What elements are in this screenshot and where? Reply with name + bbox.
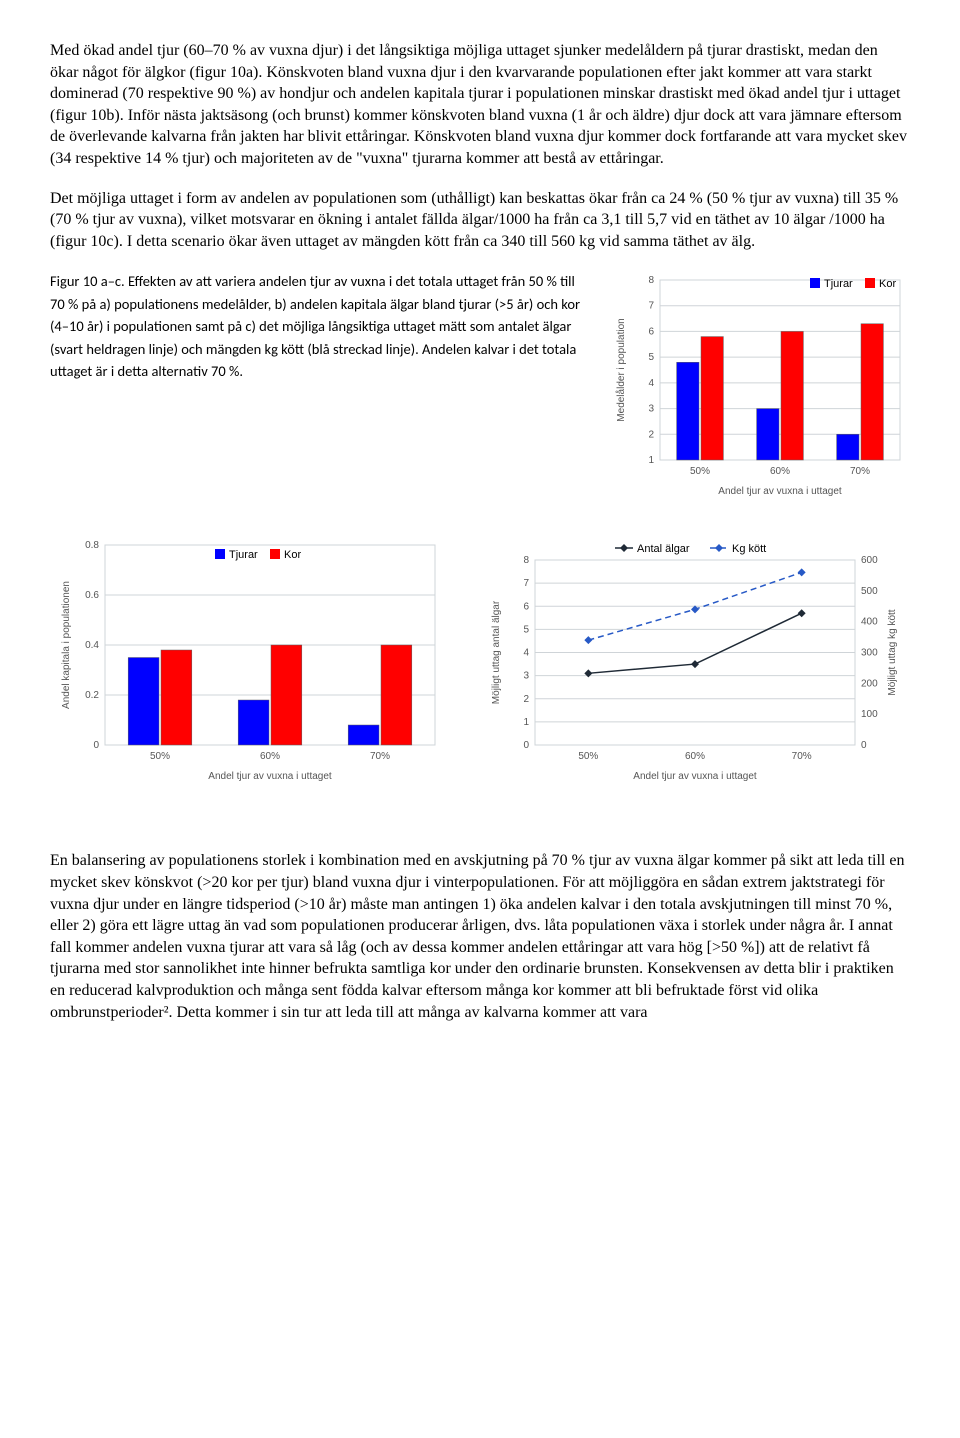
- svg-text:Möjligt uttag antal älgar: Möjligt uttag antal älgar: [491, 600, 502, 704]
- svg-text:70%: 70%: [792, 751, 812, 762]
- chart-b: 0 0.2 0.4 0.6 0.8 50% 60% 70% Andel kapitala i p…: [55, 535, 445, 785]
- svg-text:2: 2: [523, 694, 529, 705]
- svg-text:1: 1: [648, 455, 654, 466]
- svg-text:50%: 50%: [690, 466, 710, 477]
- svg-text:0.6: 0.6: [85, 590, 99, 601]
- svg-text:70%: 70%: [370, 751, 390, 762]
- svg-text:8: 8: [648, 275, 654, 286]
- svg-text:50%: 50%: [150, 751, 170, 762]
- svg-text:70%: 70%: [850, 466, 870, 477]
- svg-text:Andel tjur av vuxna i uttaget: Andel tjur av vuxna i uttaget: [718, 486, 842, 497]
- svg-text:Medelålder i population: Medelålder i population: [615, 319, 627, 422]
- svg-text:60%: 60%: [770, 466, 790, 477]
- chart-b-wrap: 0 0.2 0.4 0.6 0.8 50% 60% 70% Andel kapitala i p…: [55, 535, 445, 790]
- svg-text:Kor: Kor: [284, 549, 301, 561]
- svg-text:6: 6: [648, 327, 654, 338]
- charts-row-bc: 0 0.2 0.4 0.6 0.8 50% 60% 70% Andel kapitala i p…: [50, 535, 910, 790]
- svg-text:Andel tjur av vuxna i uttaget: Andel tjur av vuxna i uttaget: [633, 771, 757, 782]
- svg-text:4: 4: [648, 378, 654, 389]
- svg-text:500: 500: [861, 586, 878, 597]
- svg-text:Antal älgar: Antal älgar: [637, 543, 690, 555]
- chart-c-wrap: 0 1 2 3 4 5 6 7 8 0 100 200 300 400 500 600 50% 60% 70% Möj…: [485, 535, 905, 790]
- svg-text:1: 1: [523, 717, 529, 728]
- svg-text:Tjurar: Tjurar: [229, 549, 258, 561]
- svg-text:2: 2: [648, 430, 654, 441]
- svg-text:5: 5: [523, 625, 529, 636]
- svg-text:0: 0: [523, 740, 529, 751]
- svg-text:7: 7: [648, 301, 654, 312]
- body-paragraph-3: En balansering av populationens storlek …: [50, 850, 910, 1023]
- svg-text:300: 300: [861, 648, 878, 659]
- svg-text:0.4: 0.4: [85, 640, 99, 651]
- svg-text:5: 5: [648, 352, 654, 363]
- chart-a-wrap: 1 2 3 4 5 6 7 8 50% 60% 70% Medelålder i population…: [610, 270, 910, 505]
- svg-text:Möjligt uttag kg kött: Möjligt uttag kg kött: [887, 610, 898, 696]
- svg-text:600: 600: [861, 555, 878, 566]
- svg-text:3: 3: [523, 671, 529, 682]
- svg-text:0: 0: [861, 740, 867, 751]
- svg-text:0: 0: [93, 740, 99, 751]
- svg-text:100: 100: [861, 710, 878, 721]
- svg-text:4: 4: [523, 648, 529, 659]
- svg-text:Kg kött: Kg kött: [732, 543, 766, 555]
- body-paragraph-1: Med ökad andel tjur (60–70 % av vuxna dj…: [50, 40, 910, 170]
- svg-text:0.2: 0.2: [85, 690, 99, 701]
- svg-text:Andel kapitala i populationen: Andel kapitala i populationen: [61, 581, 72, 709]
- svg-text:200: 200: [861, 679, 878, 690]
- svg-text:60%: 60%: [260, 751, 280, 762]
- svg-text:60%: 60%: [685, 751, 705, 762]
- figure-caption-row: Figur 10 a–c. Effekten av att variera an…: [50, 270, 910, 505]
- svg-text:6: 6: [523, 602, 529, 613]
- chart-c: 0 1 2 3 4 5 6 7 8 0 100 200 300 400 500 600 50% 60% 70% Möj…: [485, 535, 905, 785]
- figure-caption: Figur 10 a–c. Effekten av att variera an…: [50, 270, 590, 382]
- svg-text:3: 3: [648, 404, 654, 415]
- svg-text:50%: 50%: [578, 751, 598, 762]
- svg-text:Kor: Kor: [879, 278, 896, 290]
- svg-text:7: 7: [523, 578, 529, 589]
- body-paragraph-2: Det möjliga uttaget i form av andelen av…: [50, 188, 910, 253]
- svg-text:Tjurar: Tjurar: [824, 278, 853, 290]
- chart-a: 1 2 3 4 5 6 7 8 50% 60% 70% Medelålder i population…: [610, 270, 910, 500]
- svg-text:0.8: 0.8: [85, 540, 99, 551]
- svg-text:8: 8: [523, 555, 529, 566]
- svg-text:Andel tjur av vuxna i uttaget: Andel tjur av vuxna i uttaget: [208, 771, 332, 782]
- svg-text:400: 400: [861, 617, 878, 628]
